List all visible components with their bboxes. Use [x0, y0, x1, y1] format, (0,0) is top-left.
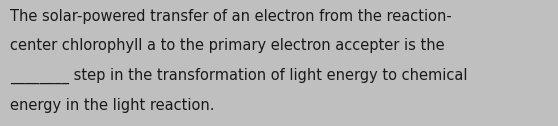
Text: The solar-powered transfer of an electron from the reaction-: The solar-powered transfer of an electro…	[10, 9, 452, 24]
Text: ________ step in the transformation of light energy to chemical: ________ step in the transformation of l…	[10, 68, 468, 84]
Text: energy in the light reaction.: energy in the light reaction.	[10, 98, 214, 113]
Text: center chlorophyll a to the primary electron accepter is the: center chlorophyll a to the primary elec…	[10, 38, 445, 53]
